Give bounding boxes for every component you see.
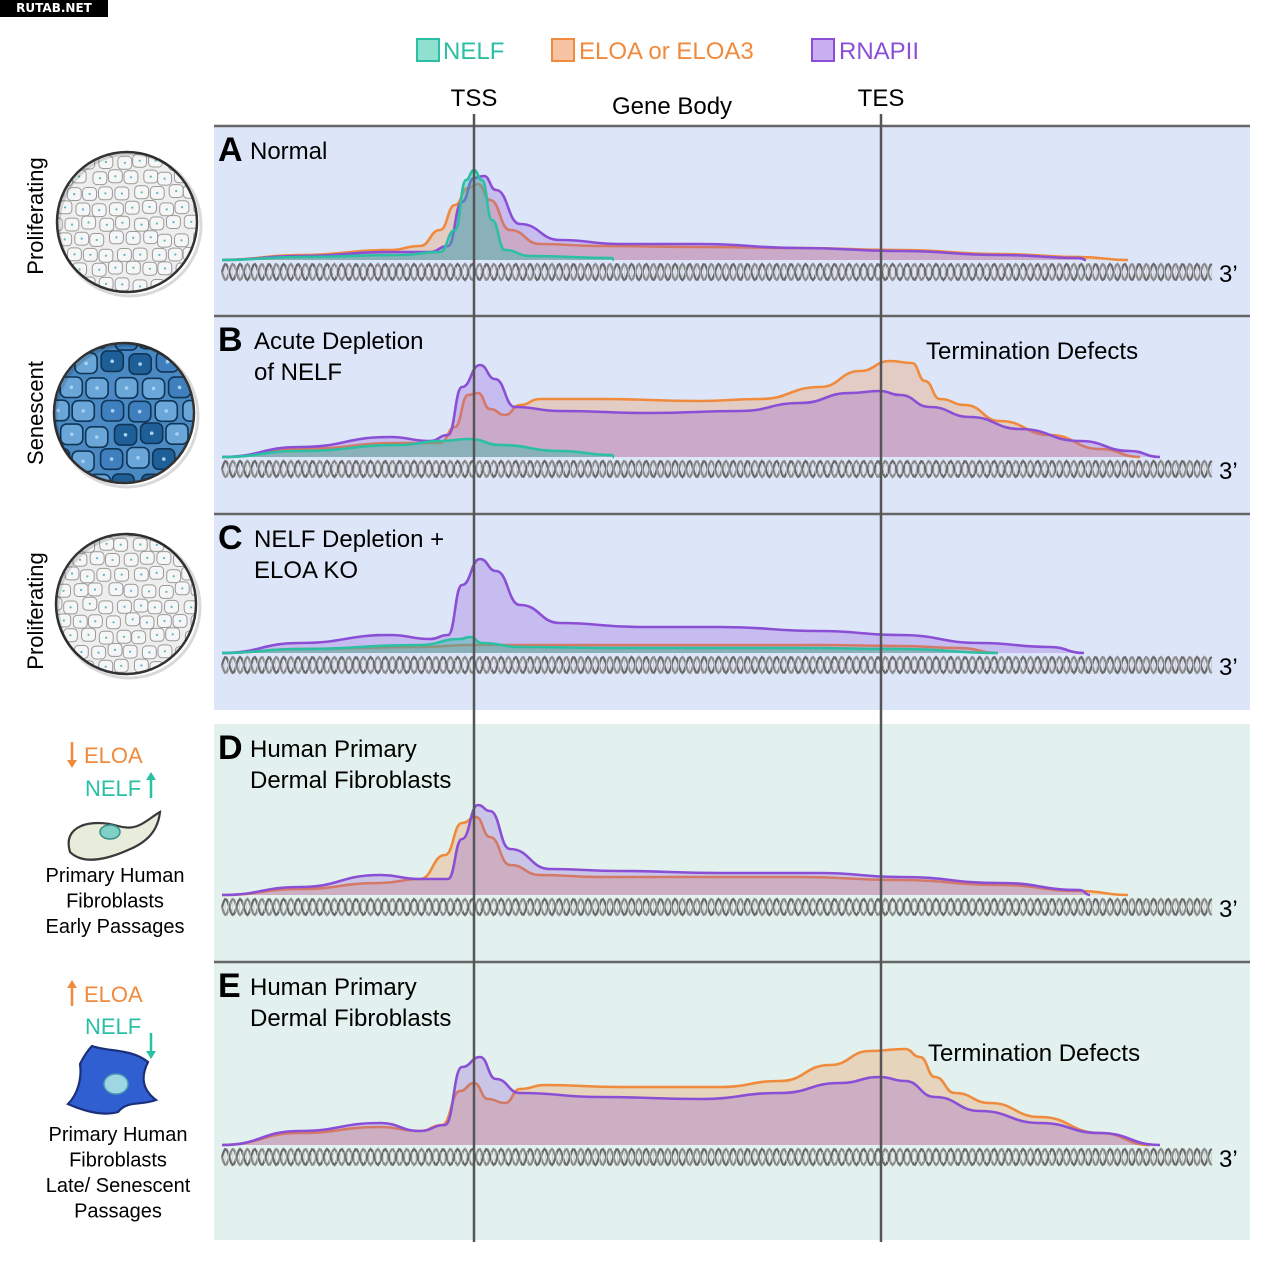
dna-helix bbox=[220, 897, 1213, 917]
nelf-level-label: NELF bbox=[85, 1014, 141, 1039]
rnapii-swatch bbox=[811, 38, 835, 62]
fibroblast-caption-line: Fibroblasts bbox=[66, 891, 164, 913]
panel-letter: A bbox=[218, 131, 243, 169]
rnapii-profile-line bbox=[221, 803, 1091, 897]
panel-e: E Human Primary Dermal Fibroblasts Terminat… bbox=[218, 967, 1238, 1173]
panel-d: D Human Primary Dermal Fibroblasts 3’ bbox=[218, 729, 1238, 923]
dna-helix bbox=[220, 1147, 1213, 1167]
up-arrow-icon bbox=[67, 980, 77, 1006]
dna-helix bbox=[220, 459, 1213, 479]
tss-label: TSS bbox=[451, 85, 498, 112]
eloa-level-label: ELOA bbox=[84, 743, 143, 768]
three-prime-label: 3’ bbox=[1219, 896, 1238, 923]
panel-letter: C bbox=[218, 519, 243, 557]
panel-a: A Normal 3’ bbox=[218, 131, 1238, 288]
down-arrow-icon bbox=[67, 742, 77, 768]
panel-letter: B bbox=[218, 321, 243, 359]
panel-c: C NELF Depletion + ELOA KO 3’ bbox=[218, 519, 1238, 681]
panel-title-line: Dermal Fibroblasts bbox=[250, 1005, 451, 1032]
three-prime-label: 3’ bbox=[1219, 654, 1238, 681]
panel-title-line: of NELF bbox=[254, 359, 342, 386]
cell-state-label: Senescent bbox=[23, 361, 48, 465]
rnapii-profile-line bbox=[221, 557, 1085, 655]
dna-helix bbox=[220, 262, 1213, 282]
panel-title-line: Normal bbox=[250, 138, 327, 165]
proliferating-cell-culture-icon bbox=[54, 532, 202, 680]
three-prime-label: 3’ bbox=[1219, 458, 1238, 485]
rnapii-profile-fill bbox=[222, 365, 1160, 457]
panel-b: B Acute Depletion of NELF Termination Defec… bbox=[218, 321, 1238, 485]
termination-defects-note: Termination Defects bbox=[928, 1040, 1140, 1067]
panel-b-background bbox=[214, 316, 1250, 514]
three-prime-label: 3’ bbox=[1219, 1146, 1238, 1173]
eloa-profile-line bbox=[221, 815, 1129, 897]
gene-body-label: Gene Body bbox=[612, 93, 732, 120]
panel-title-line: Human Primary bbox=[250, 974, 417, 1001]
fibroblast-caption-line: Early Passages bbox=[46, 916, 185, 938]
nelf-swatch bbox=[416, 38, 440, 62]
senescent-cell-culture-icon bbox=[52, 341, 200, 489]
panel-title-line: ELOA KO bbox=[254, 557, 358, 584]
nelf-profile-line bbox=[221, 437, 615, 459]
panel-c-background bbox=[214, 514, 1250, 710]
panel-letter: D bbox=[218, 729, 243, 767]
legend-eloa: ELOA or ELOA3 bbox=[579, 38, 754, 65]
termination-defects-note: Termination Defects bbox=[926, 338, 1138, 365]
dna-helix bbox=[220, 655, 1213, 675]
eloa-swatch bbox=[551, 38, 575, 62]
legend: NELF ELOA or ELOA3 RNAPII bbox=[416, 38, 919, 65]
panel-title-line: Acute Depletion bbox=[254, 328, 423, 355]
rnapii-profile-line bbox=[221, 1055, 1161, 1147]
fibroblast-senescent-icon bbox=[66, 1044, 159, 1115]
cell-state-label: Proliferating bbox=[23, 552, 48, 669]
eloa-profile-fill bbox=[222, 1049, 1150, 1145]
panel-e-background bbox=[214, 962, 1250, 1240]
watermark: RUTAB.NET bbox=[0, 0, 108, 17]
eloa-profile-line bbox=[221, 359, 1141, 459]
down-arrow-icon bbox=[146, 1033, 156, 1059]
panel-title-line: Human Primary bbox=[250, 736, 417, 763]
nelf-profile-fill bbox=[222, 439, 614, 457]
legend-rnapii: RNAPII bbox=[839, 38, 919, 65]
up-arrow-icon bbox=[146, 772, 156, 798]
fibroblast-caption-line: Primary Human bbox=[49, 1124, 188, 1146]
fibroblast-caption-line: Late/ Senescent bbox=[46, 1175, 191, 1197]
fibroblast-caption-line: Passages bbox=[74, 1201, 162, 1223]
rnapii-profile-fill bbox=[222, 805, 1090, 895]
eloa-profile-fill bbox=[222, 817, 1128, 895]
fibroblast-caption-line: Primary Human bbox=[46, 865, 185, 887]
panel-title-line: NELF Depletion + bbox=[254, 526, 444, 553]
proliferating-cell-culture-icon bbox=[55, 150, 203, 298]
fibroblast-caption-line: Fibroblasts bbox=[69, 1150, 167, 1172]
cell-state-label: Proliferating bbox=[23, 157, 48, 274]
panel-title-line: Dermal Fibroblasts bbox=[250, 767, 451, 794]
nelf-level-label: NELF bbox=[85, 776, 141, 801]
nelf-profile-line bbox=[221, 635, 999, 655]
legend-nelf: NELF bbox=[443, 38, 504, 65]
panel-letter: E bbox=[218, 967, 241, 1005]
rnapii-profile-line bbox=[221, 174, 1087, 262]
three-prime-label: 3’ bbox=[1219, 261, 1238, 288]
panel-a-background bbox=[214, 126, 1250, 316]
tes-label: TES bbox=[858, 85, 905, 112]
eloa-level-label: ELOA bbox=[84, 982, 143, 1007]
panel-d-background bbox=[214, 724, 1250, 962]
fibroblast-early-icon bbox=[67, 809, 162, 861]
